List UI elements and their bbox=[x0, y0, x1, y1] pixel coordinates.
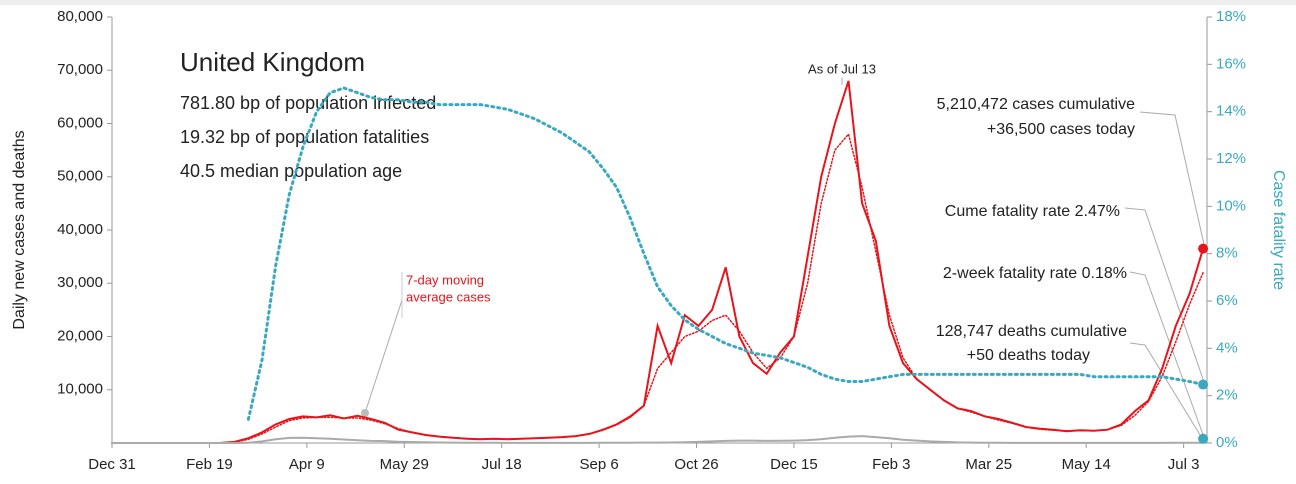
stat: 40.5 median population age bbox=[180, 161, 402, 181]
leader bbox=[1124, 207, 1206, 386]
y2-tick-label: 8% bbox=[1216, 245, 1238, 262]
note: 128,747 deaths cumulative bbox=[936, 323, 1127, 340]
series-line bbox=[111, 435, 1205, 444]
leader bbox=[1139, 111, 1206, 250]
avg-label: average cases bbox=[406, 289, 491, 304]
stat: 19.32 bp of population fatalities bbox=[180, 127, 429, 147]
chart-title: United Kingdom bbox=[180, 47, 365, 77]
pointer-dot bbox=[361, 409, 369, 417]
stat: 781.80 bp of population infected bbox=[180, 93, 436, 113]
x-tick-label: Dec 15 bbox=[770, 456, 818, 473]
note: 5,210,472 cases cumulative bbox=[937, 96, 1135, 113]
y-tick-label: 10,000 bbox=[57, 381, 103, 398]
y-axis-label: Daily new cases and deaths bbox=[11, 130, 28, 329]
y2-tick-label: 12% bbox=[1216, 150, 1246, 167]
series-line bbox=[246, 86, 1205, 421]
end-dot bbox=[1198, 379, 1209, 390]
x-tick-label: Feb 3 bbox=[872, 456, 910, 473]
leader bbox=[1129, 271, 1206, 441]
note: +50 deaths today bbox=[967, 347, 1090, 364]
y2-tick-label: 10% bbox=[1216, 197, 1246, 214]
x-tick-label: Mar 25 bbox=[965, 456, 1012, 473]
end-dot bbox=[1198, 433, 1209, 444]
leader bbox=[364, 299, 403, 414]
x-tick-label: Jul 3 bbox=[1168, 456, 1200, 473]
top-strip bbox=[0, 0, 1296, 5]
x-tick-label: Jul 18 bbox=[482, 456, 522, 473]
y2-tick-label: 2% bbox=[1216, 387, 1238, 404]
y-tick-label: 70,000 bbox=[57, 61, 103, 78]
x-tick-label: Feb 19 bbox=[186, 456, 233, 473]
y2-tick-label: 18% bbox=[1216, 8, 1246, 25]
avg-label: 7-day moving bbox=[406, 272, 484, 287]
leader bbox=[1129, 342, 1206, 444]
leaders bbox=[364, 78, 1206, 444]
y-tick-label: 80,000 bbox=[57, 8, 103, 25]
as-of: As of Jul 13 bbox=[808, 61, 876, 76]
y2-tick-label: 14% bbox=[1216, 103, 1246, 120]
x-tick-label: Dec 31 bbox=[88, 456, 136, 473]
y2-tick-label: 4% bbox=[1216, 339, 1238, 356]
note: Cume fatality rate 2.47% bbox=[945, 203, 1120, 220]
y-tick-label: 50,000 bbox=[57, 168, 103, 185]
note: 2-week fatality rate 0.18% bbox=[943, 265, 1127, 282]
x-tick-label: May 29 bbox=[380, 456, 429, 473]
note: +36,500 cases today bbox=[987, 121, 1135, 138]
y2-tick-label: 0% bbox=[1216, 434, 1238, 451]
y-tick-label: 60,000 bbox=[57, 114, 103, 131]
x-tick-label: Oct 26 bbox=[674, 456, 718, 473]
x-tick-label: Sep 6 bbox=[579, 456, 618, 473]
y2-tick-label: 16% bbox=[1216, 55, 1246, 72]
y2-axis-label: Case fatality rate bbox=[1270, 170, 1287, 290]
y-tick-label: 40,000 bbox=[57, 221, 103, 238]
y-tick-label: 20,000 bbox=[57, 327, 103, 344]
x-tick-label: Apr 9 bbox=[289, 456, 325, 473]
x-tick-label: May 14 bbox=[1062, 456, 1111, 473]
y-tick-label: 30,000 bbox=[57, 274, 103, 291]
series-line bbox=[111, 132, 1204, 444]
end-dot bbox=[1198, 243, 1209, 254]
y2-tick-label: 6% bbox=[1216, 292, 1238, 309]
